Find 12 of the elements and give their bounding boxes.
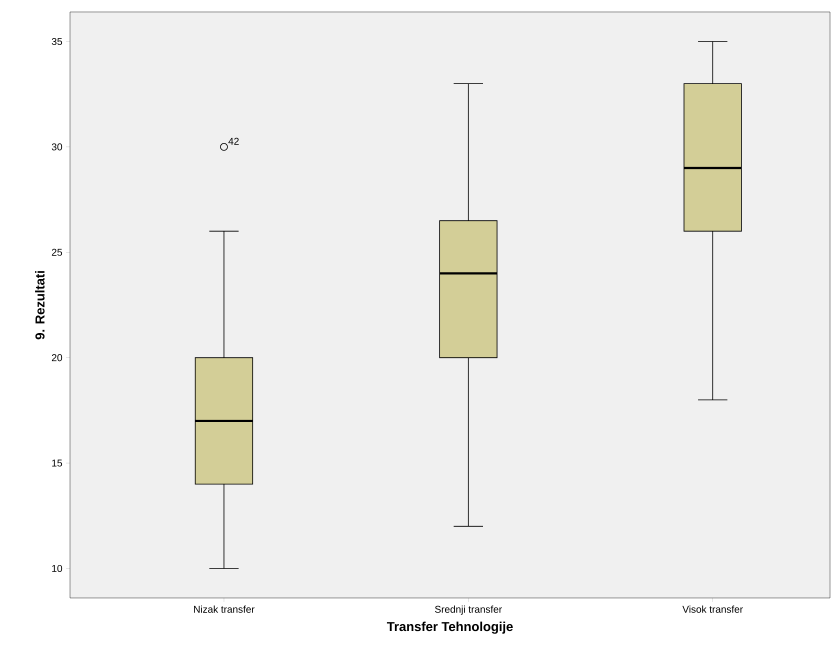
x-tick-label: Nizak transfer — [194, 606, 255, 613]
y-axis-title: 9. Rezultati — [35, 271, 45, 340]
y-tick-label: 15 — [52, 460, 62, 467]
x-tick-label: Visok transfer — [682, 606, 743, 613]
x-tick-label: Srednji transfer — [435, 606, 502, 615]
annotation: 42 — [228, 138, 239, 145]
y-tick-label: 30 — [52, 143, 62, 150]
x-axis-title: Transfer Tehnologije — [386, 622, 513, 634]
y-tick-label: 25 — [52, 248, 62, 256]
y-tick-label: 20 — [52, 354, 62, 362]
y-tick-label: 10 — [52, 564, 62, 572]
y-tick-label: 35 — [52, 38, 62, 46]
